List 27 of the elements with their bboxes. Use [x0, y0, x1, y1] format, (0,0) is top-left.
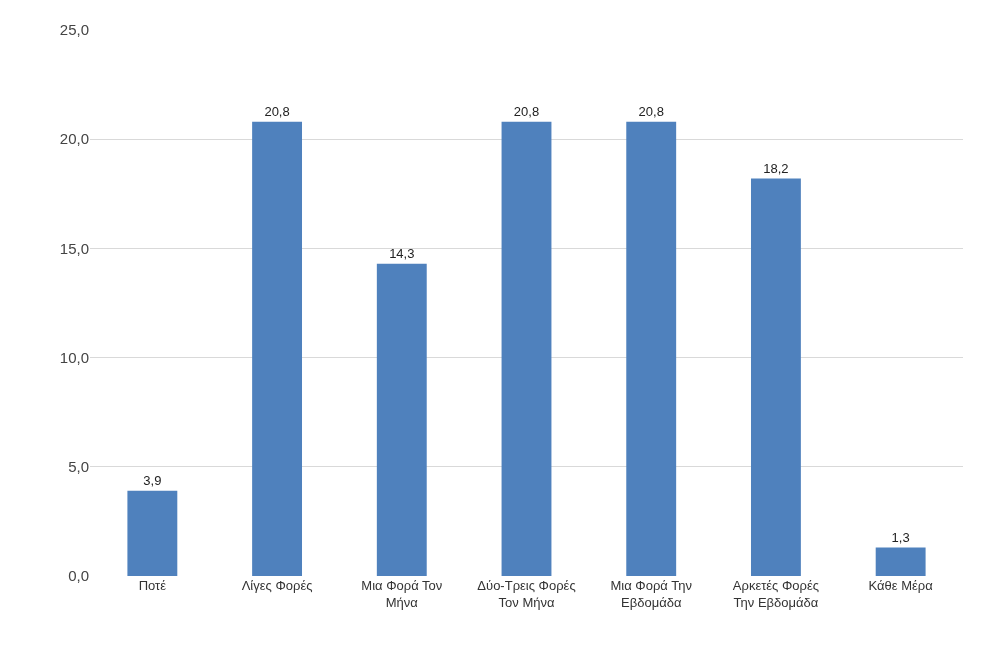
bar	[501, 121, 552, 576]
y-tick-label: 25,0	[59, 21, 89, 39]
data-label: 20,8	[264, 103, 290, 119]
data-label: 3,9	[143, 472, 162, 488]
y-tick-label: 10,0	[59, 348, 89, 366]
bar	[127, 490, 178, 576]
bar	[750, 178, 801, 576]
x-tick-label: Αρκετές Φορές Την Εβδομάδα	[732, 578, 820, 610]
y-tick-label: 15,0	[59, 239, 89, 257]
y-tick-label: 5,0	[68, 458, 89, 476]
bar	[626, 121, 677, 576]
x-tick-label: Ποτέ	[138, 578, 167, 593]
x-tick-label: Δύο-Τρεις Φορές Τον Μήνα	[477, 578, 576, 610]
data-label: 20,8	[513, 103, 540, 119]
bar	[875, 547, 926, 576]
x-tick-label: Μια Φορά Την Εβδομάδα	[610, 578, 692, 610]
x-tick-label: Λίγες Φορές	[241, 578, 313, 593]
y-tick-label: 20,0	[59, 130, 89, 148]
data-label: 1,3	[891, 529, 910, 545]
data-label: 14,3	[389, 245, 415, 261]
y-tick-label: 0,0	[68, 567, 89, 585]
x-tick-label: Μια Φορά Τον Μήνα	[361, 578, 443, 610]
x-tick-label: Κάθε Μέρα	[868, 578, 934, 593]
bar	[252, 121, 303, 576]
data-label: 18,2	[763, 160, 789, 176]
bar	[376, 263, 427, 576]
data-label: 20,8	[638, 103, 664, 119]
